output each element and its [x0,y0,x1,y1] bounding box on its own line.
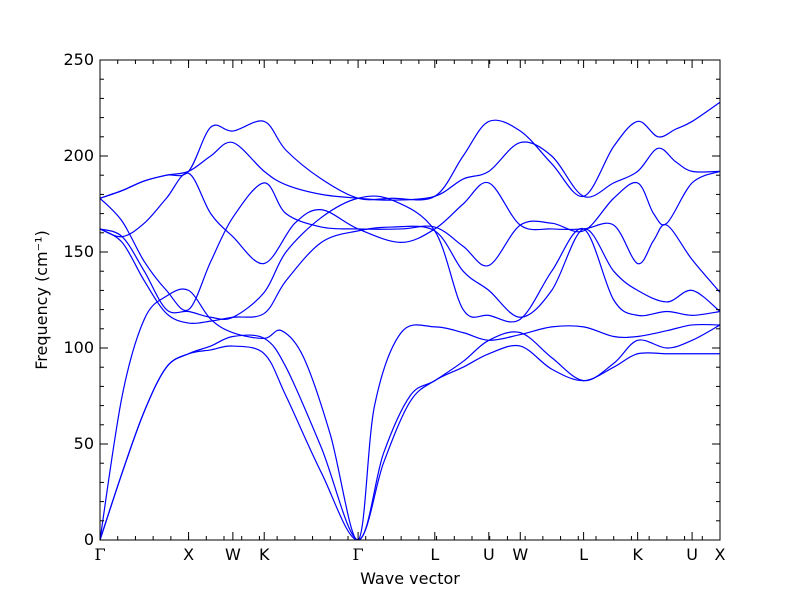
y-axis: 0 50 100 150 200 250 [63,50,720,549]
x-tick-label: W [225,545,241,564]
x-tick-label: K [632,545,643,564]
x-tick-label: K [259,545,270,564]
phonon-branch-9 [100,101,720,201]
plot-frame [99,59,721,541]
y-tick-label: 150 [63,242,94,261]
x-tick-label: L [579,545,588,564]
y-tick-label: 50 [74,434,94,453]
phonon-branch-7 [100,170,720,312]
x-tick-label: X [715,545,726,564]
y-axis-label: Frequency (cm⁻¹) [32,230,51,369]
x-tick-label: W [512,545,528,564]
x-tick-label: U [686,545,698,564]
phonon-branch-1 [100,344,720,540]
x-tick-label: U [483,545,495,564]
x-axis-label: Wave vector [360,569,460,588]
phonon-branch-5 [100,195,720,323]
phonon-branch-8 [100,141,720,201]
y-tick-label: 200 [63,146,94,165]
y-tick-label: 250 [63,50,94,69]
x-tick-label: Γ [353,545,364,564]
x-tick-label: L [430,545,439,564]
plot-area [100,101,720,540]
y-tick-label: 100 [63,338,94,357]
phonon-branch-3 [100,288,720,540]
phonon-branch-2 [100,324,720,540]
x-tick-label: Γ [94,545,105,564]
x-tick-label: X [183,545,194,564]
y-tick-label: 0 [84,530,94,549]
phonon-branch-6 [100,172,720,293]
phonon-branch-4 [100,225,720,325]
